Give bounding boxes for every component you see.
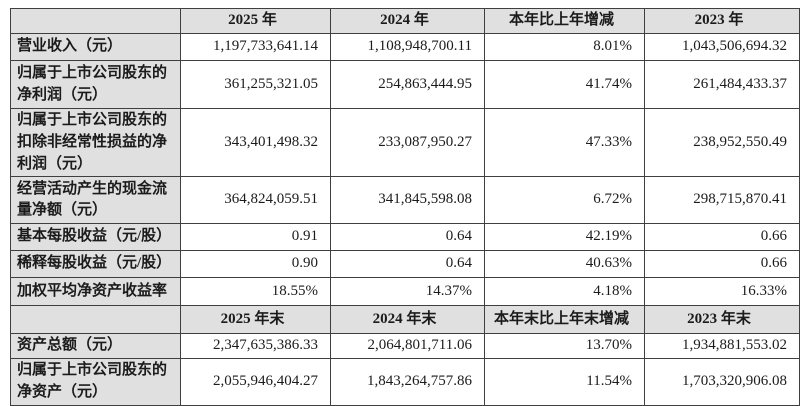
value-cell: 14.37% <box>330 277 485 307</box>
table-row-revenue: 营业收入（元） 1,197,733,641.14 1,108,948,700.1… <box>10 33 800 61</box>
row-label-cell: 加权平均净资产收益率 <box>10 277 181 307</box>
financial-summary-table: 2025 年 2024 年 本年比上年增减 2023 年 营业收入（元） 1,1… <box>10 8 800 406</box>
row-label-cell: 经营活动产生的现金流量净额（元） <box>10 176 181 225</box>
value-cell: 298,715,870.41 <box>644 176 800 225</box>
value-cell: 343,401,498.32 <box>180 107 331 178</box>
table-row-diluted-eps: 稀释每股收益（元/股） 0.90 0.64 40.63% 0.66 <box>10 250 800 279</box>
value-cell: 2,055,946,404.27 <box>180 358 331 406</box>
value-cell: 0.90 <box>180 250 331 279</box>
value-cell: 8.01% <box>484 33 645 61</box>
row-label-cell: 归属于上市公司股东的扣除非经常性损益的净利润（元） <box>10 107 181 178</box>
value-cell: 47.33% <box>484 107 645 178</box>
value-cell: 2,064,801,711.06 <box>330 333 485 360</box>
header-blank-cell <box>10 8 181 34</box>
header-2023: 2023 年 <box>644 8 800 34</box>
header-row-year-end: 2025 年末 2024 年末 本年末比上年末增减 2023 年末 <box>10 305 800 335</box>
value-cell: 0.91 <box>180 223 331 252</box>
value-cell: 11.54% <box>484 358 645 406</box>
value-cell: 0.66 <box>644 250 800 279</box>
row-label-cell: 归属于上市公司股东的净利润（元） <box>10 60 181 109</box>
table-row-basic-eps: 基本每股收益（元/股） 0.91 0.64 42.19% 0.66 <box>10 223 800 252</box>
table-row-net-assets: 归属于上市公司股东的净资产（元） 2,055,946,404.27 1,843,… <box>10 358 800 406</box>
header-2025-year-end: 2025 年末 <box>180 305 331 335</box>
table-row-total-assets: 资产总额（元） 2,347,635,386.33 2,064,801,711.0… <box>10 333 800 360</box>
value-cell: 40.63% <box>484 250 645 279</box>
value-cell: 341,845,598.08 <box>330 176 485 225</box>
value-cell: 238,952,550.49 <box>644 107 800 178</box>
value-cell: 13.70% <box>484 333 645 360</box>
value-cell: 42.19% <box>484 223 645 252</box>
header-yoy-change: 本年比上年增减 <box>484 8 645 34</box>
header-year-end-change: 本年末比上年末增减 <box>484 305 645 335</box>
value-cell: 6.72% <box>484 176 645 225</box>
value-cell: 18.55% <box>180 277 331 307</box>
value-cell: 0.64 <box>330 250 485 279</box>
value-cell: 1,703,320,906.08 <box>644 358 800 406</box>
value-cell: 0.64 <box>330 223 485 252</box>
table-row-net-profit: 归属于上市公司股东的净利润（元） 361,255,321.05 254,863,… <box>10 60 800 109</box>
value-cell: 233,087,950.27 <box>330 107 485 178</box>
row-label-cell: 稀释每股收益（元/股） <box>10 250 181 279</box>
value-cell: 2,347,635,386.33 <box>180 333 331 360</box>
value-cell: 1,108,948,700.11 <box>330 33 485 61</box>
header-2024: 2024 年 <box>330 8 485 34</box>
value-cell: 1,043,506,694.32 <box>644 33 800 61</box>
value-cell: 16.33% <box>644 277 800 307</box>
value-cell: 361,255,321.05 <box>180 60 331 109</box>
header-blank-cell <box>10 305 181 335</box>
header-2025: 2025 年 <box>180 8 331 34</box>
header-2023-year-end: 2023 年末 <box>644 305 800 335</box>
table-row-net-profit-excl-nonrecurring: 归属于上市公司股东的扣除非经常性损益的净利润（元） 343,401,498.32… <box>10 107 800 178</box>
table-row-operating-cash-flow: 经营活动产生的现金流量净额（元） 364,824,059.51 341,845,… <box>10 176 800 225</box>
row-label-cell: 基本每股收益（元/股） <box>10 223 181 252</box>
value-cell: 0.66 <box>644 223 800 252</box>
value-cell: 41.74% <box>484 60 645 109</box>
row-label-cell: 营业收入（元） <box>10 33 181 61</box>
header-2024-year-end: 2024 年末 <box>330 305 485 335</box>
header-row-annual: 2025 年 2024 年 本年比上年增减 2023 年 <box>10 8 800 34</box>
table-row-weighted-avg-roe: 加权平均净资产收益率 18.55% 14.37% 4.18% 16.33% <box>10 277 800 307</box>
value-cell: 1,934,881,553.02 <box>644 333 800 360</box>
value-cell: 1,197,733,641.14 <box>180 33 331 61</box>
value-cell: 1,843,264,757.86 <box>330 358 485 406</box>
value-cell: 4.18% <box>484 277 645 307</box>
value-cell: 254,863,444.95 <box>330 60 485 109</box>
value-cell: 364,824,059.51 <box>180 176 331 225</box>
row-label-cell: 资产总额（元） <box>10 333 181 360</box>
value-cell: 261,484,433.37 <box>644 60 800 109</box>
row-label-cell: 归属于上市公司股东的净资产（元） <box>10 358 181 406</box>
